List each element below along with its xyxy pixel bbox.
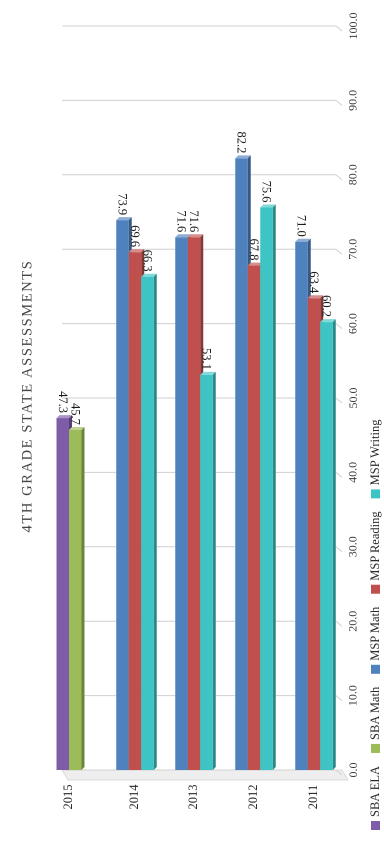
gridline (62, 248, 343, 255)
category-label: 2015 (61, 785, 75, 810)
bar (260, 204, 276, 770)
value-tick-label: 40.0 (346, 462, 360, 483)
bar-top (260, 204, 276, 208)
bar-top (69, 426, 85, 430)
value-tick-label: 60.0 (346, 313, 360, 334)
bar-top (247, 262, 264, 266)
bar-face (320, 322, 333, 770)
data-label: 67.8 (247, 239, 261, 261)
bar (200, 371, 216, 770)
bar-top (200, 371, 216, 375)
bar-face (260, 207, 273, 770)
value-tick-label: 70.0 (346, 239, 360, 260)
category-label: 2012 (246, 785, 260, 810)
category-label: 2014 (127, 784, 141, 810)
bar-face (141, 276, 154, 770)
bar-top (320, 319, 336, 323)
bar (141, 273, 157, 770)
data-label: 47.3 (56, 391, 70, 413)
legend-label: MSP Reading (368, 511, 382, 581)
bar-face (56, 418, 69, 770)
bar-top (235, 155, 251, 159)
bar-side (272, 204, 276, 770)
data-label: 53.1 (200, 348, 214, 370)
value-tick-label: 100.0 (346, 13, 360, 40)
data-label: 71.0 (295, 215, 309, 237)
data-label: 60.2 (320, 295, 334, 317)
data-label: 69.6 (128, 225, 142, 247)
bar-face (200, 374, 213, 770)
bar (69, 426, 85, 770)
data-label: 75.6 (260, 181, 274, 203)
value-tick-label: 50.0 (346, 388, 360, 409)
gridline (62, 99, 343, 106)
bar-face (128, 252, 142, 770)
bar-side (212, 371, 216, 770)
data-label: 45.7 (68, 403, 82, 425)
value-tick-label: 90.0 (346, 90, 360, 111)
bar-side (153, 273, 157, 770)
bar-top (116, 217, 132, 221)
gridline (62, 174, 343, 181)
bar-side (81, 426, 85, 770)
legend-label: SBA ELA (368, 766, 382, 817)
legend-label: MSP Math (368, 606, 382, 661)
chart-floor (61, 769, 349, 781)
bar-face (116, 220, 129, 770)
bar-face (307, 298, 321, 770)
data-label: 73.9 (116, 193, 130, 215)
value-tick-label: 20.0 (346, 611, 360, 632)
value-tick-label: 80.0 (346, 164, 360, 185)
bar-face (69, 429, 82, 770)
bar-top (307, 295, 324, 299)
bar-face (175, 237, 188, 770)
value-tick-label: 30.0 (346, 536, 360, 557)
data-label: 71.6 (175, 210, 189, 232)
legend-swatch (371, 664, 380, 674)
category-label: 2013 (186, 785, 200, 810)
legend-swatch (371, 743, 380, 753)
chart-title: 4TH GRADE STATE ASSESSMENTS (19, 260, 35, 533)
legend-swatch (371, 584, 380, 594)
bar-face (295, 241, 308, 770)
bar-top (56, 415, 72, 419)
bar-top (175, 234, 191, 238)
bar-top (187, 234, 204, 238)
bar-top (295, 238, 311, 242)
bar (320, 319, 336, 770)
value-tick-label: 0.0 (346, 763, 360, 778)
data-label: 63.4 (307, 271, 321, 294)
bar-top (141, 273, 157, 277)
value-tick-label: 10.0 (346, 685, 360, 706)
bar-face (187, 237, 201, 770)
bar-top (128, 249, 145, 253)
legend: SBA ELA SBA Math MSP Math MSP Reading MSP Wr… (368, 419, 382, 830)
data-label: 71.6 (187, 210, 201, 232)
legend-label: MSP Writing (368, 419, 382, 486)
legend-swatch (371, 821, 380, 830)
bar-face (247, 265, 261, 770)
bar-face (235, 158, 248, 770)
data-label: 66.3 (141, 250, 155, 272)
data-label: 82.2 (235, 131, 249, 153)
legend-label: SBA Math (368, 686, 382, 740)
legend-swatch (371, 489, 380, 499)
gridline (62, 25, 343, 32)
category-label: 2011 (306, 785, 320, 810)
bar-side (332, 319, 336, 770)
